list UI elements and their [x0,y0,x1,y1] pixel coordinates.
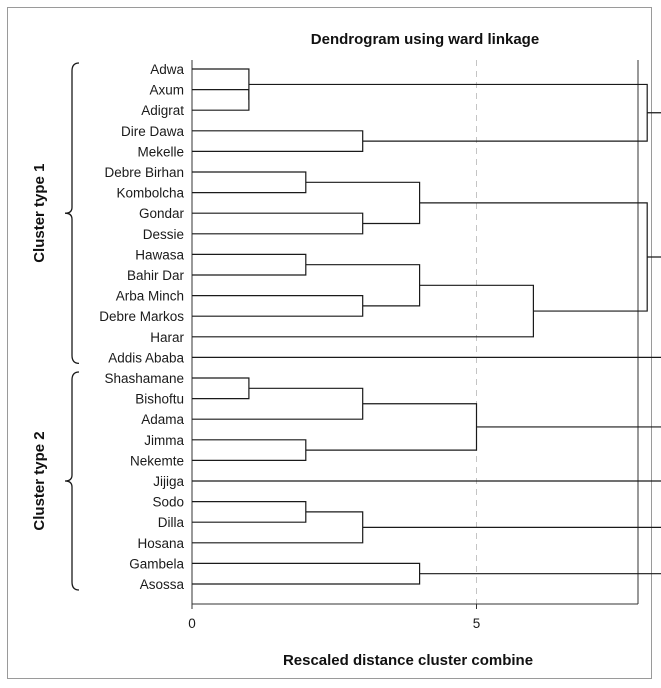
leaf-label: Hawasa [135,247,184,262]
cluster-brace [64,371,80,591]
merge-link [192,295,364,317]
x-tick-label: 0 [188,616,196,631]
merge-link [305,403,478,451]
merge-link [192,130,364,152]
cluster-label: Cluster type 1 [31,164,48,263]
merge-link [647,112,661,114]
merge-link [192,439,307,461]
x-tick-labels: 0510152025 [188,616,481,631]
leaf-label: Arba Minch [116,289,184,304]
leaf-label: Hosana [137,536,184,551]
merge-link [362,526,661,575]
leaf-label: Nekemte [130,453,184,468]
leaf-label: Bahir Dar [127,268,185,283]
chart-title: Dendrogram using ward linkage [311,31,539,48]
leaf-label: Sodo [152,495,184,510]
axes [191,60,639,609]
merge-link [248,83,648,142]
leaf-label: Shashamane [104,371,184,386]
cluster-label: Cluster type 2 [31,431,48,530]
merge-link [192,511,364,544]
leaf-label: Debre Birhan [104,165,184,180]
merge-link [192,68,250,100]
leaf-label: Dessie [143,227,184,242]
leaf-label: Axum [149,83,184,98]
grid-lines [476,60,477,604]
x-tick-label: 5 [473,616,481,631]
merge-link [192,377,250,400]
merge-link [192,426,661,482]
leaf-label: Addis Ababa [108,350,184,365]
merge-link [192,501,307,523]
leaf-labels: Adwa Axum Adigrat Dire Dawa Mekelle Debre Bir… [99,62,184,592]
merge-link [192,387,364,420]
leaf-label: Gambela [129,556,184,571]
leaf-label: Adama [141,412,184,427]
leaf-label: Dilla [158,515,185,530]
merge-link [192,89,250,111]
leaf-label: Kombolcha [116,186,184,201]
leaf-label: Dire Dawa [121,124,185,139]
leaf-label: Adigrat [141,103,184,118]
chart-frame [7,7,652,679]
dendrogram-links [192,68,661,585]
cluster-groups: Cluster type 1 Cluster type 2 [31,62,80,591]
leaf-label: Harar [150,330,184,345]
leaf-label: Jimma [144,433,184,448]
leaf-label: Adwa [150,62,184,77]
merge-link [192,171,307,194]
leaf-label: Bishoftu [135,392,184,407]
leaf-label: Gondar [139,206,185,221]
leaf-label: Jijiga [153,474,184,489]
x-axis-label: Rescaled distance cluster combine [283,652,533,669]
leaf-label: Asossa [140,577,185,592]
merge-link [192,256,661,358]
merge-link [192,562,421,585]
merge-link [192,253,307,276]
leaf-label: Debre Markos [99,309,184,324]
leaf-label: Mekelle [137,144,184,159]
cluster-brace [64,62,80,365]
merge-link [192,212,364,235]
